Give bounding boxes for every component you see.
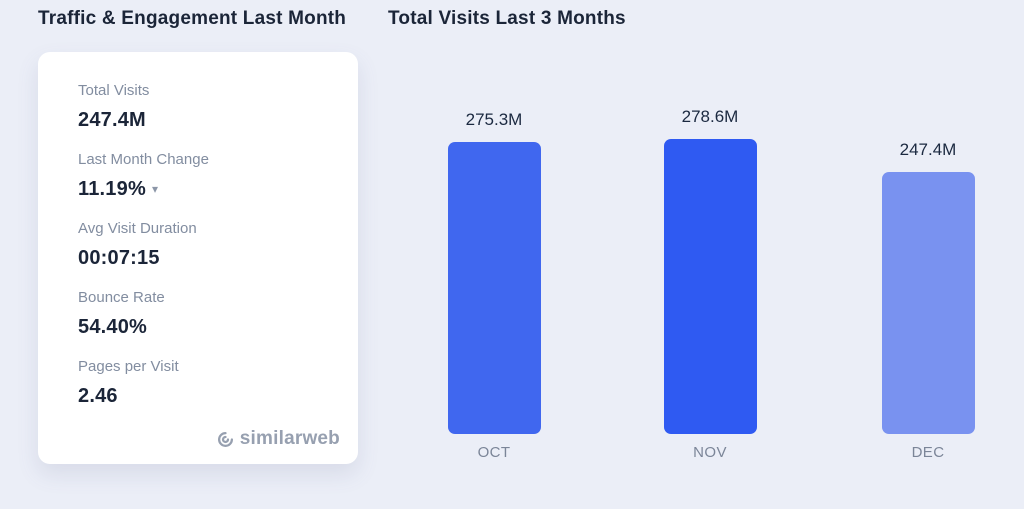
metric-value: 11.19% ▾ xyxy=(78,178,159,200)
x-axis-label-nov: NOV xyxy=(693,444,727,461)
metric-total-visits: Total Visits 247.4M xyxy=(78,81,340,133)
similarweb-logo: similarweb xyxy=(78,428,340,450)
traffic-engagement-card: Total Visits 247.4M Last Month Change 11… xyxy=(38,52,358,464)
bar-group-oct: 275.3M OCT xyxy=(424,100,564,464)
metric-value: 247.4M xyxy=(78,109,146,131)
metric-label: Avg Visit Duration xyxy=(78,220,197,237)
x-axis-label-dec: DEC xyxy=(911,444,945,461)
metric-last-month-change: Last Month Change 11.19% ▾ xyxy=(78,150,340,202)
similarweb-swirl-icon xyxy=(217,431,234,448)
metric-label: Last Month Change xyxy=(78,151,209,168)
metric-value: 00:07:15 xyxy=(78,247,160,269)
bar-nov xyxy=(663,139,757,434)
bar-oct xyxy=(447,142,541,434)
similarweb-wordmark: similarweb xyxy=(239,428,340,449)
x-axis-label-oct: OCT xyxy=(477,444,511,461)
metric-value: 2.46 xyxy=(78,385,118,407)
metric-avg-visit-duration: Avg Visit Duration 00:07:15 xyxy=(78,219,340,271)
metric-label: Bounce Rate xyxy=(78,289,165,306)
metric-value: 54.40% xyxy=(78,316,148,338)
metric-label: Total Visits xyxy=(78,82,150,99)
bar-group-dec: 247.4M DEC xyxy=(858,100,998,464)
metric-pages-per-visit: Pages per Visit 2.46 xyxy=(78,357,340,409)
bar-group-nov: 278.6M NOV xyxy=(640,100,780,464)
chevron-down-icon[interactable]: ▾ xyxy=(151,182,159,196)
bar-value-label: 247.4M xyxy=(899,140,957,159)
metric-bounce-rate: Bounce Rate 54.40% xyxy=(78,288,340,340)
chart-title: Total Visits Last 3 Months xyxy=(388,8,626,29)
bar-value-label: 275.3M xyxy=(465,110,523,129)
bar-value-label: 278.6M xyxy=(681,107,739,126)
bar-dec xyxy=(881,172,975,434)
traffic-engagement-title: Traffic & Engagement Last Month xyxy=(38,8,347,29)
metric-label: Pages per Visit xyxy=(78,358,179,375)
